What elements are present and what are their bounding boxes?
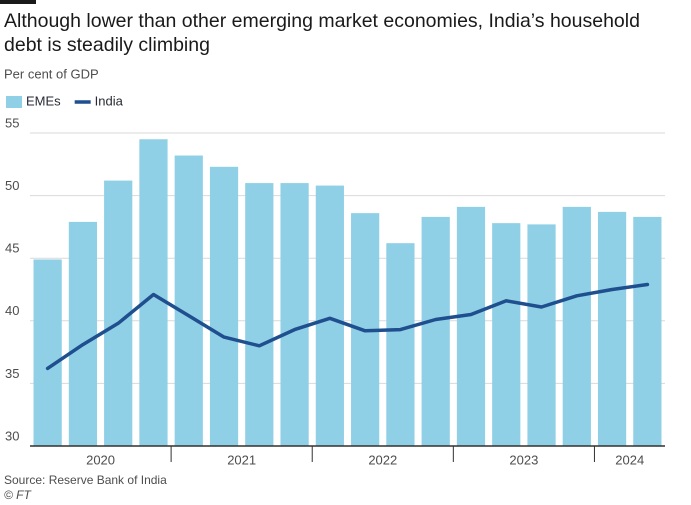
legend-label: EMEs <box>26 93 61 108</box>
bar <box>633 216 662 446</box>
x-tick-label: 2024 <box>615 452 644 467</box>
bar <box>492 223 521 446</box>
x-tick-label: 2023 <box>509 452 538 467</box>
y-tick-label: 45 <box>5 241 19 256</box>
bar <box>386 243 415 446</box>
y-tick-label: 55 <box>5 115 19 130</box>
bar <box>174 155 203 446</box>
bar <box>139 139 168 446</box>
source: Source: Reserve Bank of India <box>4 473 167 487</box>
legend-swatch <box>6 96 22 108</box>
bar <box>527 224 556 446</box>
bar <box>209 166 239 446</box>
bar <box>68 221 98 446</box>
bar <box>456 206 486 446</box>
y-tick-label: 35 <box>5 366 19 381</box>
bar <box>315 185 344 447</box>
bar <box>104 180 133 447</box>
bar <box>245 183 274 446</box>
legend-label: India <box>95 93 124 108</box>
chart-title: debt is steadily climbing <box>4 34 210 56</box>
bar <box>33 259 62 446</box>
y-tick-label: 30 <box>5 428 19 443</box>
x-tick-label: 2021 <box>227 452 256 467</box>
x-tick-label: 2022 <box>368 452 397 467</box>
bar <box>280 183 309 446</box>
bar <box>421 216 450 446</box>
y-tick-label: 40 <box>5 303 19 318</box>
y-tick-label: 50 <box>5 178 19 193</box>
chart-subtitle: Per cent of GDP <box>4 66 99 81</box>
bar <box>597 211 627 446</box>
bar <box>562 206 591 446</box>
credit: © FT <box>4 488 33 502</box>
x-tick-label: 2020 <box>86 452 115 467</box>
chart-title: Although lower than other emerging marke… <box>4 10 640 32</box>
brand-bar <box>0 0 36 4</box>
line <box>45 282 650 371</box>
